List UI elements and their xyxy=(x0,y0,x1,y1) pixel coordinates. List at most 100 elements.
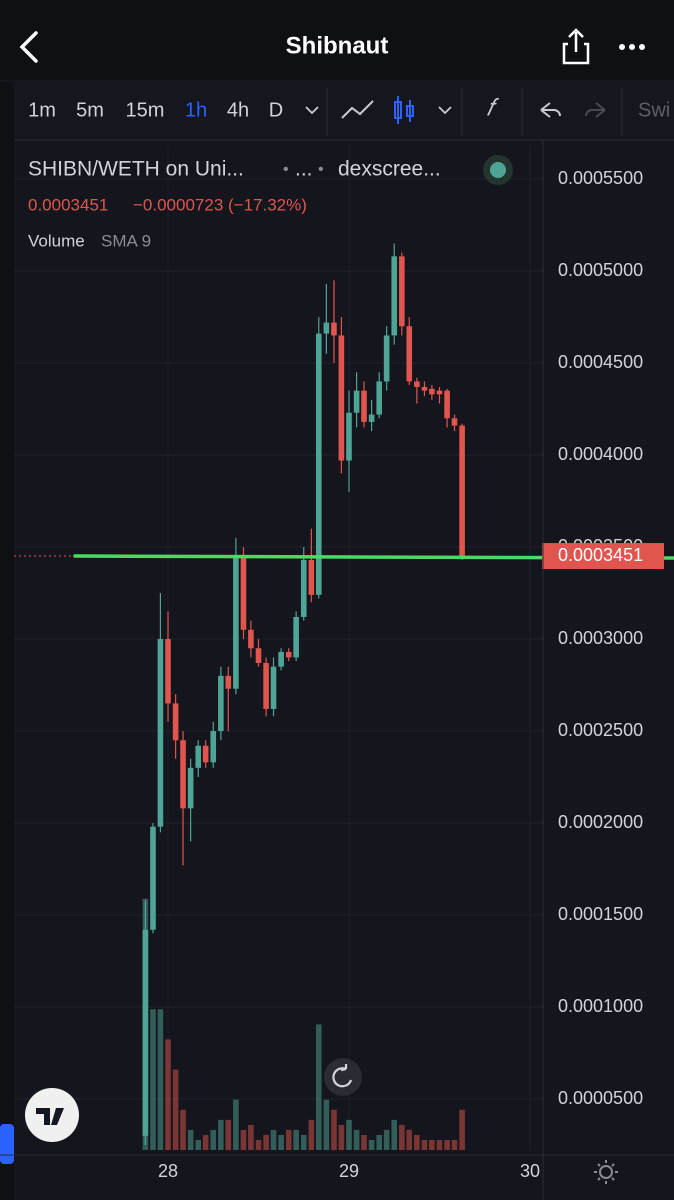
candle-body xyxy=(331,322,337,336)
volume-bar xyxy=(414,1134,420,1150)
volume-bar xyxy=(429,1139,435,1150)
candle-body xyxy=(225,675,232,689)
candle-body xyxy=(383,335,390,382)
share-button[interactable] xyxy=(562,28,590,65)
candle-body xyxy=(346,412,352,461)
candle-body xyxy=(444,390,450,419)
settings-button[interactable] xyxy=(594,1160,618,1184)
candle-chart-button[interactable] xyxy=(394,96,414,124)
candle-body xyxy=(315,333,322,595)
redo-button[interactable] xyxy=(585,102,606,118)
volume-bar xyxy=(233,1099,239,1150)
candle-body xyxy=(157,639,164,827)
interval-button[interactable]: 1m xyxy=(28,99,56,121)
tradingview-logo[interactable] xyxy=(25,1088,79,1142)
volume-bar xyxy=(315,1024,322,1150)
candle-body xyxy=(187,767,194,809)
volume-bar xyxy=(368,1139,375,1150)
toolbar-separators xyxy=(326,88,623,136)
interval-button[interactable]: 4h xyxy=(227,99,249,121)
status-dot xyxy=(490,162,506,178)
legend-study-param: SMA 9 xyxy=(101,231,151,250)
candle-body xyxy=(218,675,224,732)
undo-button[interactable] xyxy=(540,102,561,118)
legend-more: ... xyxy=(295,158,313,181)
candle-body xyxy=(293,616,299,658)
x-tick-label: 29 xyxy=(339,1161,359,1181)
volume-bar xyxy=(263,1134,269,1150)
y-tick-label: 0.0005500 xyxy=(558,168,643,188)
candle-body xyxy=(451,418,458,426)
legend-dot: • xyxy=(283,161,289,178)
candle-body xyxy=(376,381,383,415)
y-tick-label: 0.0002000 xyxy=(558,812,643,832)
candle-body xyxy=(323,322,330,334)
legend-symbol: SHIBN/WETH on Uni... xyxy=(28,158,244,181)
volume-bar xyxy=(376,1134,383,1150)
candle-body xyxy=(142,929,149,1136)
logo-mark xyxy=(36,1108,64,1125)
volume-bar xyxy=(353,1129,360,1150)
candle-body xyxy=(459,425,465,557)
candle-body xyxy=(414,381,420,387)
volume-bar xyxy=(202,1134,209,1150)
volume-bar xyxy=(308,1119,315,1150)
interval-dropdown[interactable] xyxy=(305,106,319,115)
volume-bar xyxy=(225,1119,232,1150)
candle-body xyxy=(338,335,345,461)
candle-body xyxy=(270,666,277,709)
line-chart-button[interactable] xyxy=(341,100,374,119)
volume-bar xyxy=(338,1124,345,1150)
volume-bar xyxy=(346,1119,352,1150)
volume-bar xyxy=(383,1129,390,1150)
more-button[interactable] xyxy=(619,44,645,50)
left-rail xyxy=(0,82,14,1200)
interval-button[interactable]: 5m xyxy=(76,99,104,121)
volume-bar xyxy=(459,1109,465,1150)
y-tick-label: 0.0001000 xyxy=(558,996,643,1016)
candle-body xyxy=(195,745,202,768)
candle-body xyxy=(172,703,179,741)
candle-body xyxy=(233,556,239,689)
volume-bar xyxy=(278,1134,284,1150)
y-tick-label: 0.0002500 xyxy=(558,720,643,740)
candle-body xyxy=(391,256,398,336)
volume-bar xyxy=(218,1119,224,1150)
reset-icon xyxy=(332,1064,353,1088)
reset-button[interactable] xyxy=(324,1058,362,1096)
candle-body xyxy=(255,648,262,663)
y-tick-label: 0.0000500 xyxy=(558,1088,643,1108)
candle-body xyxy=(300,559,307,617)
volume-bar xyxy=(331,1109,337,1150)
candle-body xyxy=(285,651,292,658)
page-title: Shibnaut xyxy=(286,32,389,59)
candle-body xyxy=(353,390,360,413)
legend-change: −0.0000723 (−17.32%) xyxy=(133,195,307,214)
interval-button[interactable]: 1h xyxy=(185,99,207,121)
interval-button[interactable]: D xyxy=(269,99,283,121)
chart-type-dropdown[interactable] xyxy=(438,106,452,115)
toolbar-cut-text: Swi xyxy=(638,99,670,121)
volume-bar xyxy=(323,1099,330,1150)
legend-source: dexscree... xyxy=(338,158,441,181)
candle-body xyxy=(361,390,367,422)
candle-body xyxy=(248,629,254,649)
volume-bar xyxy=(210,1129,217,1150)
interval-button[interactable]: 15m xyxy=(126,99,165,121)
volume-bar xyxy=(187,1129,194,1150)
volume-bar xyxy=(293,1129,299,1150)
candle-body xyxy=(368,414,375,422)
y-tick-label: 0.0001500 xyxy=(558,904,643,924)
volume-bar xyxy=(451,1139,458,1150)
candle-body xyxy=(180,740,186,809)
nav-bar xyxy=(0,0,674,80)
candle-body xyxy=(421,386,428,391)
side-tab[interactable] xyxy=(0,1124,14,1164)
volume-bar xyxy=(157,1009,164,1150)
back-button[interactable] xyxy=(19,31,38,63)
toolbar xyxy=(14,82,674,140)
candle-body xyxy=(263,662,269,709)
